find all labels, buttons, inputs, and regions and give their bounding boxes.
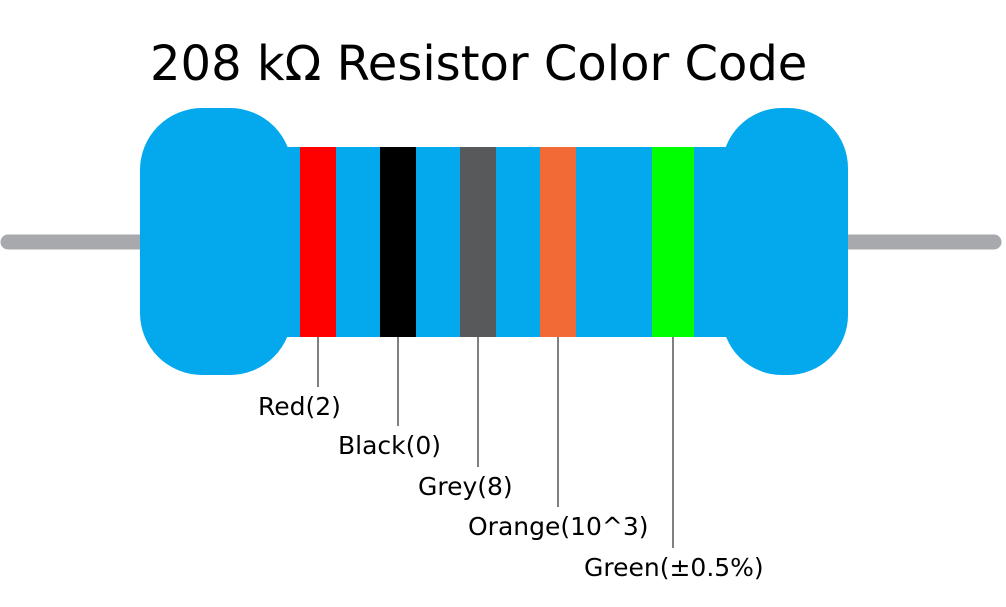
color-band	[460, 147, 496, 337]
band-label: Red(2)	[258, 392, 341, 421]
color-band	[652, 147, 694, 337]
title: 208 kΩ Resistor Color Code	[150, 36, 807, 92]
band-label: Black(0)	[338, 431, 441, 460]
color-band	[540, 147, 576, 337]
body-right-cap	[722, 108, 848, 375]
band-label: Grey(8)	[418, 472, 513, 501]
color-band	[300, 147, 336, 337]
band-label: Green(±0.5%)	[584, 553, 764, 582]
color-band	[380, 147, 416, 337]
band-label: Orange(10^3)	[468, 512, 649, 541]
bands: Red(2) Black(0) Grey(8) Orange(10^3) Green(±…	[258, 147, 764, 582]
